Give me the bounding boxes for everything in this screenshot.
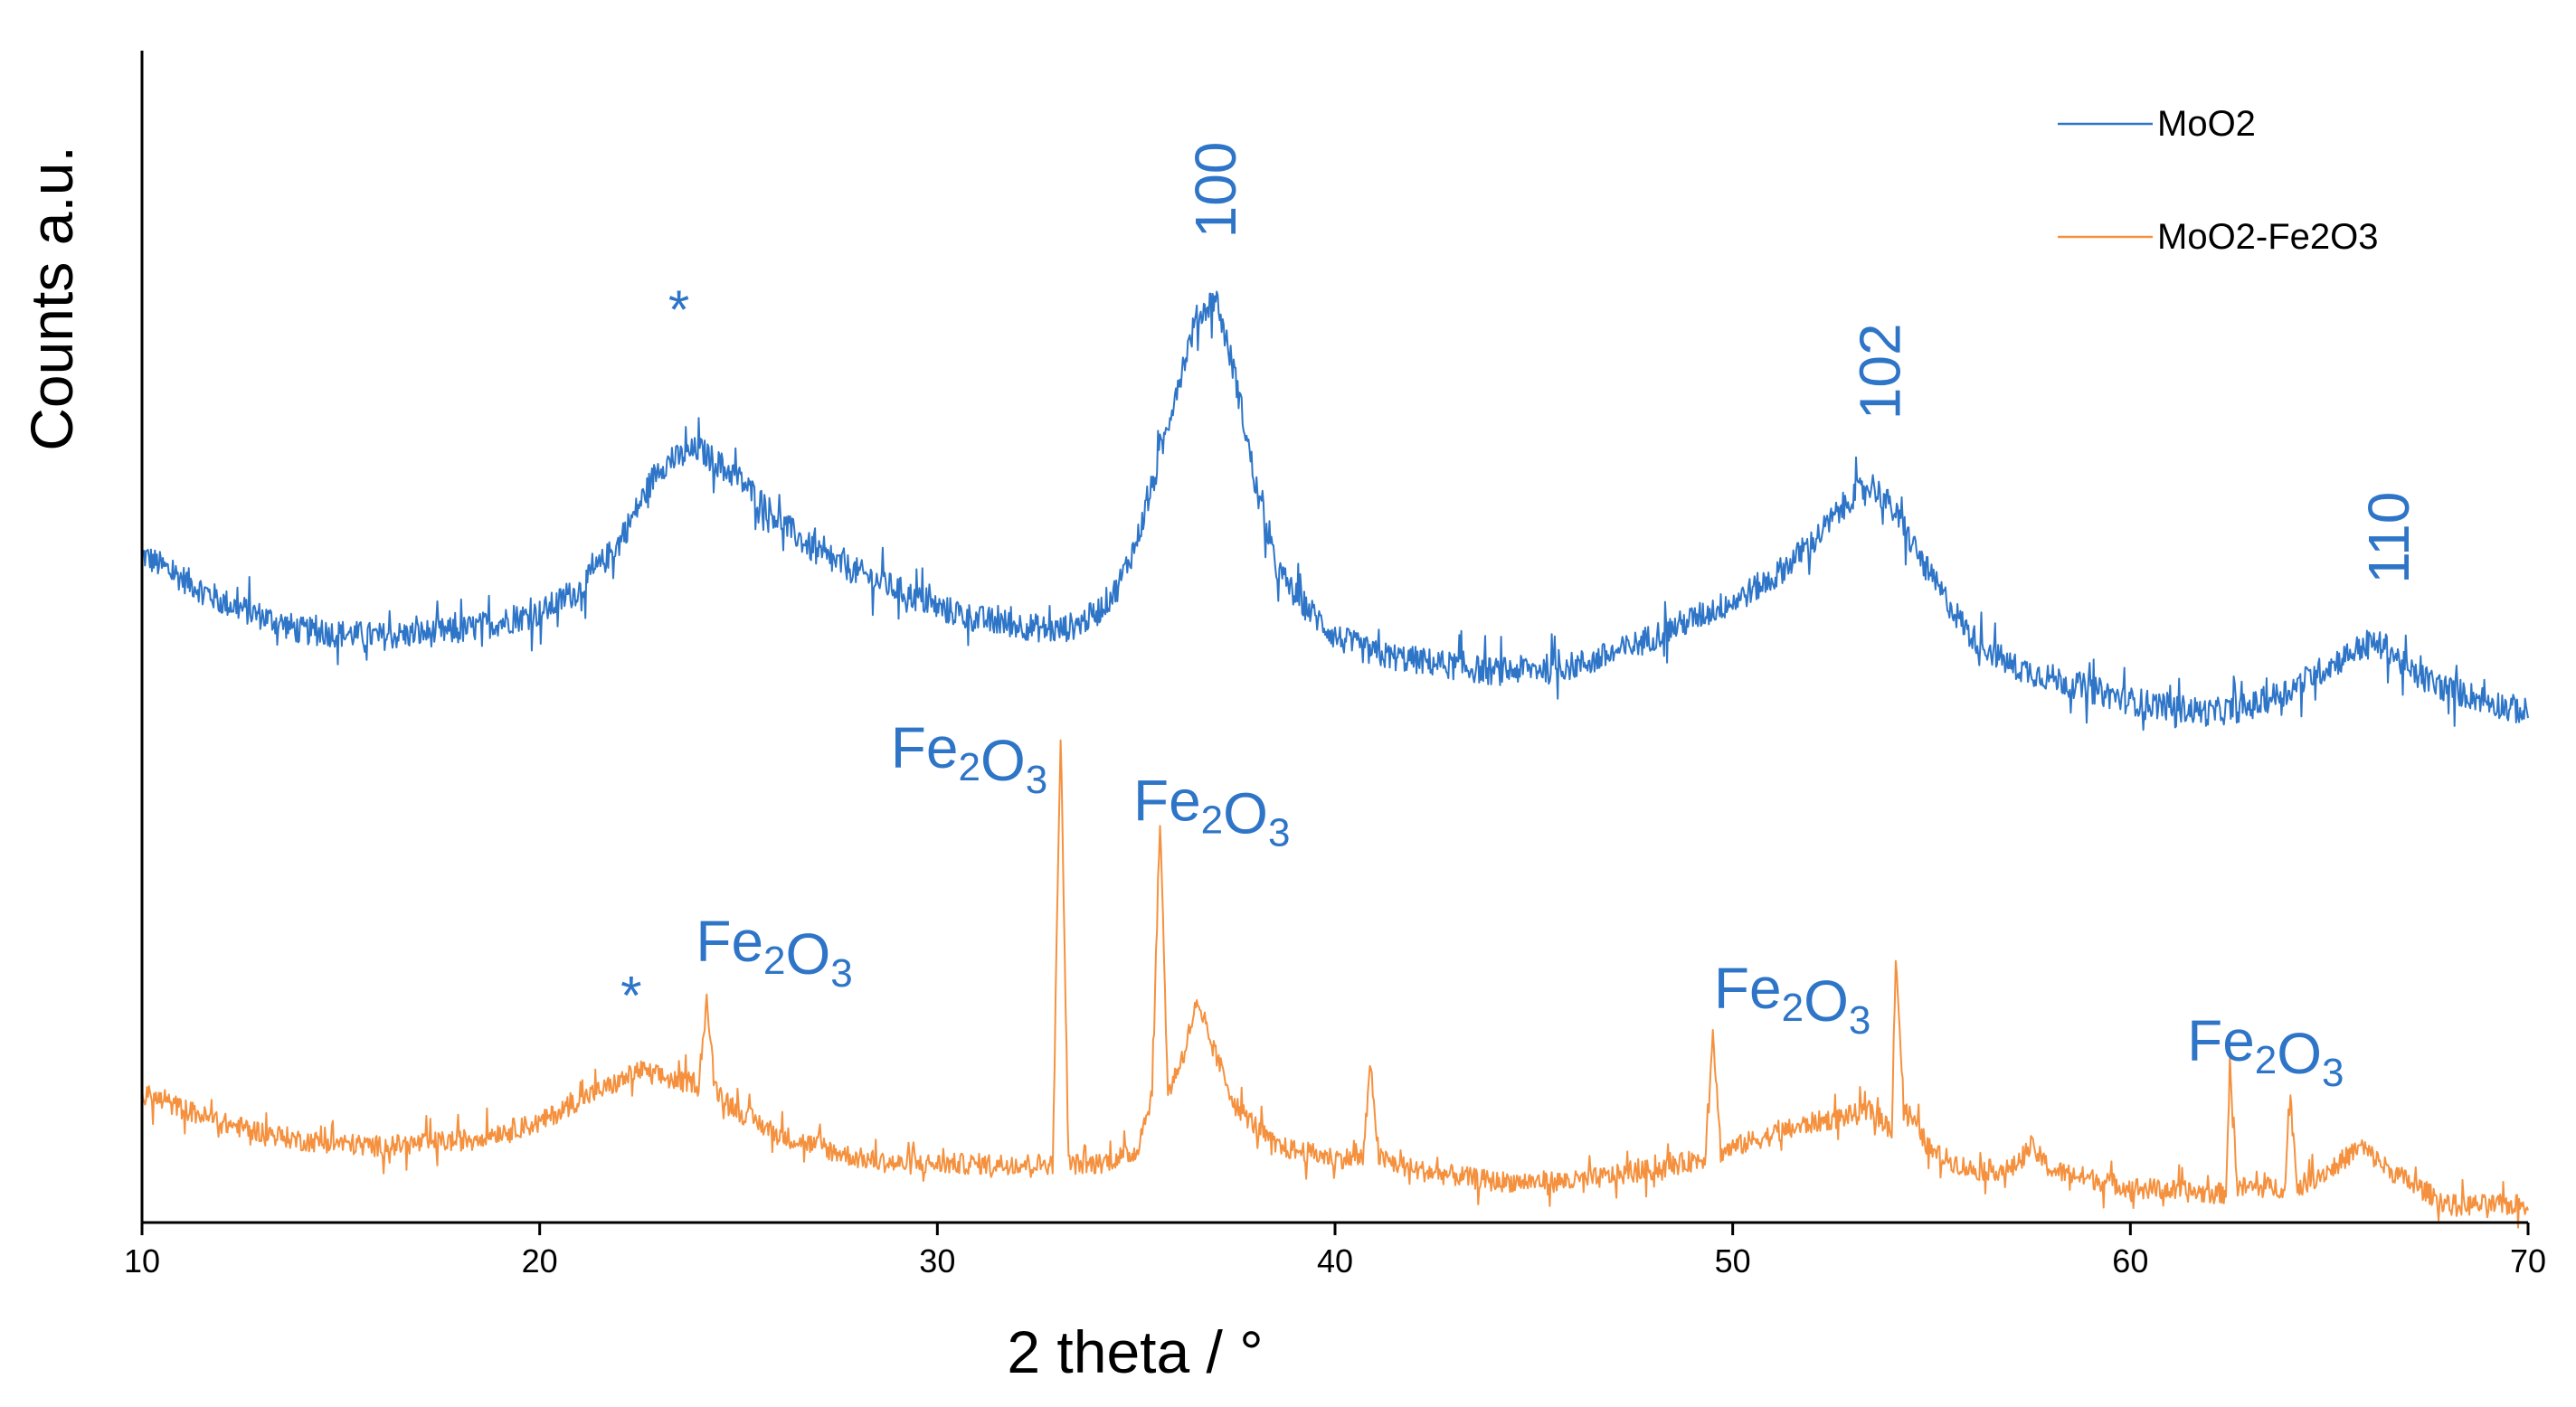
subscript: 2 bbox=[958, 745, 980, 789]
subscript: 3 bbox=[2322, 1051, 2344, 1095]
element-symbol: Fe bbox=[696, 909, 763, 974]
x-tick-label: 20 bbox=[522, 1242, 558, 1280]
element-symbol: Fe bbox=[1714, 956, 1782, 1021]
series-line-moo2-fe2o3 bbox=[141, 739, 2529, 1229]
element-symbol: O bbox=[980, 728, 1026, 793]
x-tick-label: 50 bbox=[1715, 1242, 1751, 1280]
x-tick-label: 30 bbox=[919, 1242, 955, 1280]
subscript: 3 bbox=[1026, 758, 1047, 802]
subscript: 2 bbox=[1782, 986, 1804, 1030]
legend-label-moo2-fe2o3: MoO2-Fe2O3 bbox=[2157, 217, 2379, 257]
element-symbol: O bbox=[2277, 1021, 2322, 1086]
legend-label-moo2: MoO2 bbox=[2157, 104, 2256, 144]
peak-annotation-star: * bbox=[620, 965, 641, 1025]
peak-index-label: 110 bbox=[2356, 492, 2421, 584]
y-axis-title: Counts a.u. bbox=[18, 146, 85, 451]
phase-label-fe2o3: Fe2O3 bbox=[1714, 956, 1870, 1043]
element-symbol: O bbox=[786, 921, 831, 987]
element-symbol: Fe bbox=[1133, 768, 1201, 833]
x-axis-title: 2 theta / ° bbox=[1007, 1318, 1263, 1385]
x-tick-label: 70 bbox=[2510, 1242, 2546, 1280]
element-symbol: Fe bbox=[2187, 1008, 2255, 1073]
plot-lines bbox=[141, 290, 2529, 1229]
element-symbol: O bbox=[1804, 968, 1849, 1034]
subscript: 3 bbox=[1268, 810, 1290, 855]
subscript: 2 bbox=[1201, 798, 1223, 842]
element-symbol: O bbox=[1223, 780, 1268, 845]
x-ticks: 10 20 30 40 50 60 70 bbox=[124, 1223, 2546, 1280]
peak-index-label: 102 bbox=[1847, 323, 1912, 420]
series-line-moo2 bbox=[141, 290, 2529, 732]
subscript: 2 bbox=[2255, 1038, 2277, 1082]
peak-annotation-star: * bbox=[668, 279, 689, 340]
legend: MoO2 MoO2-Fe2O3 bbox=[2058, 104, 2379, 257]
subscript: 3 bbox=[1849, 998, 1870, 1043]
peak-index-label: 100 bbox=[1183, 142, 1248, 239]
x-tick-label: 60 bbox=[2112, 1242, 2148, 1280]
phase-label-fe2o3: Fe2O3 bbox=[2187, 1008, 2344, 1095]
subscript: 2 bbox=[763, 939, 785, 983]
x-tick-label: 10 bbox=[124, 1242, 160, 1280]
element-symbol: Fe bbox=[891, 715, 959, 780]
phase-label-fe2o3: Fe2O3 bbox=[696, 909, 852, 996]
x-tick-label: 40 bbox=[1317, 1242, 1353, 1280]
phase-label-fe2o3: Fe2O3 bbox=[1133, 768, 1290, 855]
subscript: 3 bbox=[830, 951, 852, 996]
phase-label-fe2o3: Fe2O3 bbox=[891, 715, 1047, 802]
